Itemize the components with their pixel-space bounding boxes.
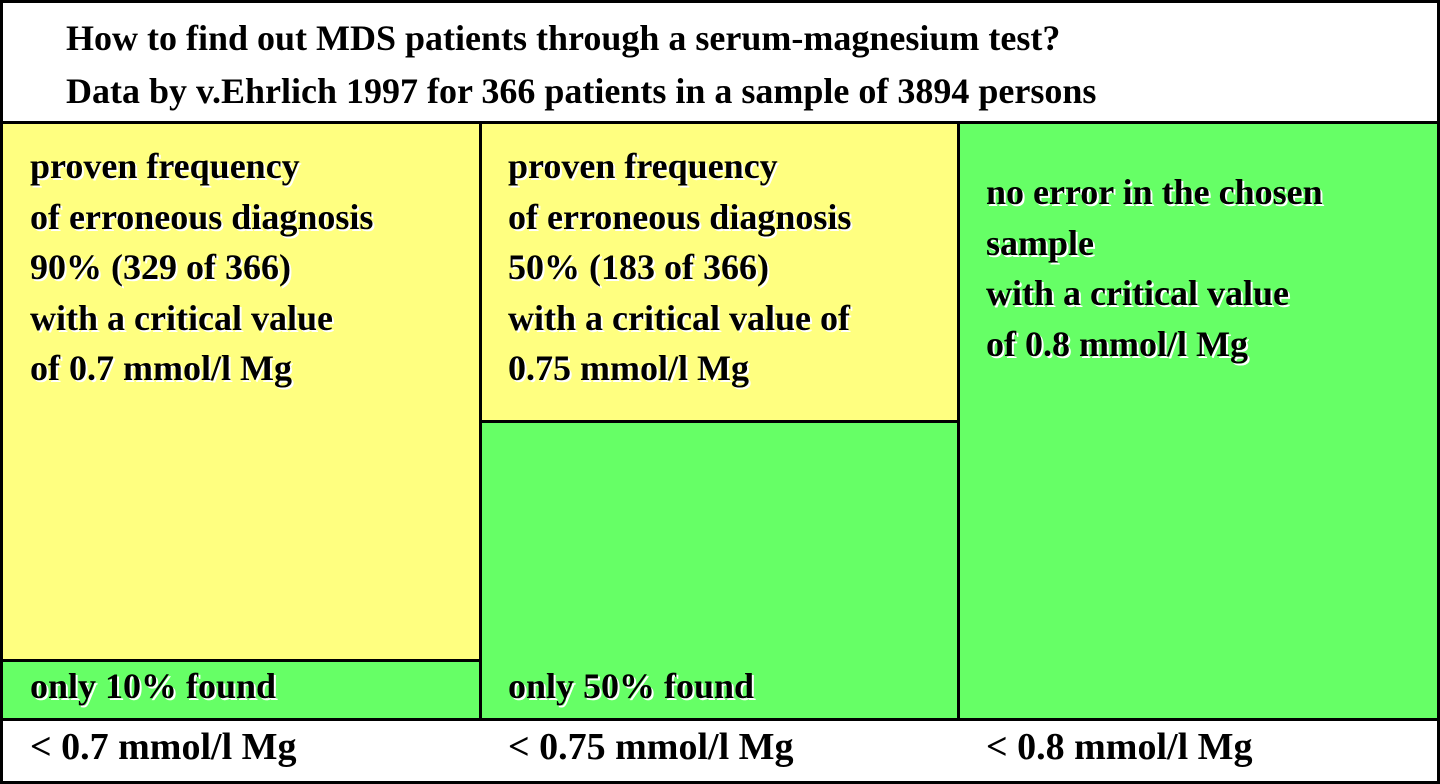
footer-divider (0, 718, 1440, 721)
col2-error-line: with a critical value of (508, 297, 850, 338)
col2-error-line: of erroneous diagnosis (508, 196, 852, 237)
col2-found-area (482, 422, 958, 719)
col2-threshold: < 0.75 mmol/l Mg (508, 726, 794, 768)
col3-note-line: of 0.8 mmol/l Mg (986, 323, 1248, 364)
title-line-1: How to find out MDS patients through a s… (66, 18, 1061, 58)
col1-error-text: proven frequency of erroneous diagnosis … (30, 141, 373, 394)
col2-split-line (480, 420, 959, 423)
col2-found-label: only 50% found (508, 666, 755, 706)
col3-note-line: no error in the chosen (986, 172, 1323, 212)
col1-threshold: < 0.7 mmol/l Mg (30, 726, 297, 768)
col1-found-area (3, 661, 480, 719)
title-divider (0, 121, 1440, 124)
col1-error-area (3, 124, 480, 660)
col2-error-area (482, 124, 958, 421)
diagram-title: How to find out MDS patients through a s… (66, 12, 1096, 118)
col2-error-text: proven frequency of erroneous diagnosis … (508, 141, 851, 394)
col1-error-line: proven frequency (30, 146, 300, 186)
col1-error-line: of 0.7 mmol/l Mg (30, 348, 292, 388)
col1-error-line: with a critical value (30, 297, 333, 338)
col3-found-area (960, 124, 1437, 719)
title-line-2: Data by v.Ehrlich 1997 for 366 patients … (66, 71, 1097, 111)
col3-note-line: with a critical value (986, 273, 1289, 313)
col1-split-line (0, 659, 481, 662)
col2-error-line: proven frequency (508, 146, 778, 186)
col2-error-line: 0.75 mmol/l Mg (508, 348, 749, 388)
col3-note-text: no error in the chosen sample with a cri… (986, 167, 1323, 369)
col1-error-line: 90% (329 of 366) (30, 247, 291, 287)
col1-error-line: of erroneous diagnosis (30, 196, 374, 237)
col3-threshold: < 0.8 mmol/l Mg (986, 726, 1253, 768)
col3-note-line: sample (986, 222, 1094, 263)
col2-error-line: 50% (183 of 366) (508, 247, 769, 287)
col1-found-label: only 10% found (30, 666, 277, 706)
